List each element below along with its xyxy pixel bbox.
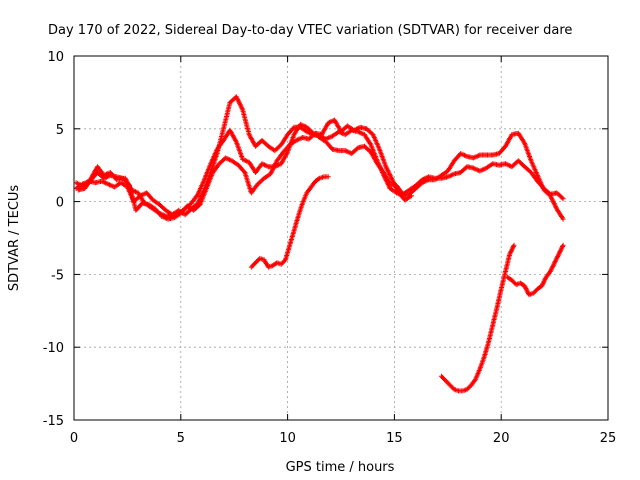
- series-arc-5: [438, 242, 517, 394]
- y-tick-label: -10: [43, 341, 64, 356]
- y-tick-label: -5: [51, 268, 64, 283]
- data-point: [560, 242, 566, 248]
- y-tick-label: -15: [43, 414, 64, 429]
- x-tick-label: 10: [279, 431, 296, 446]
- data-point: [510, 278, 516, 284]
- data-point: [325, 174, 331, 180]
- data-series: [73, 94, 566, 394]
- x-tick-label: 15: [386, 431, 403, 446]
- series-arc-4: [248, 174, 331, 270]
- x-tick-label: 20: [493, 431, 510, 446]
- data-point: [409, 193, 414, 199]
- series-arc-6: [505, 242, 566, 298]
- x-axis-label: GPS time / hours: [286, 460, 395, 475]
- data-point: [290, 125, 296, 131]
- chart-title: Day 170 of 2022, Sidereal Day-to-day VTE…: [48, 23, 572, 38]
- axis-ticks: 0 5 10 15 20 25 -15 -10 -5 0 5 10: [43, 50, 617, 446]
- x-tick-label: 0: [70, 431, 78, 446]
- y-tick-label: 5: [56, 123, 64, 138]
- plot-frame: [73, 55, 609, 421]
- data-point: [511, 279, 517, 285]
- data-point: [560, 196, 566, 202]
- data-point: [559, 195, 565, 201]
- data-point: [126, 182, 132, 187]
- data-point: [560, 216, 566, 222]
- y-tick-label: 0: [56, 196, 64, 211]
- x-tick-label: 5: [177, 431, 185, 446]
- data-point: [464, 386, 470, 392]
- data-point: [444, 379, 450, 385]
- y-tick-label: 10: [47, 50, 64, 65]
- data-point: [530, 290, 536, 296]
- grid: [74, 56, 608, 420]
- series-arc-3: [75, 117, 414, 222]
- data-point: [441, 376, 446, 381]
- series-arc-2: [73, 121, 566, 218]
- data-point: [254, 259, 260, 265]
- x-tick-label: 25: [600, 431, 617, 446]
- data-point: [511, 242, 517, 248]
- data-point: [280, 259, 286, 265]
- y-axis-label: SDTVAR / TECUs: [7, 185, 22, 292]
